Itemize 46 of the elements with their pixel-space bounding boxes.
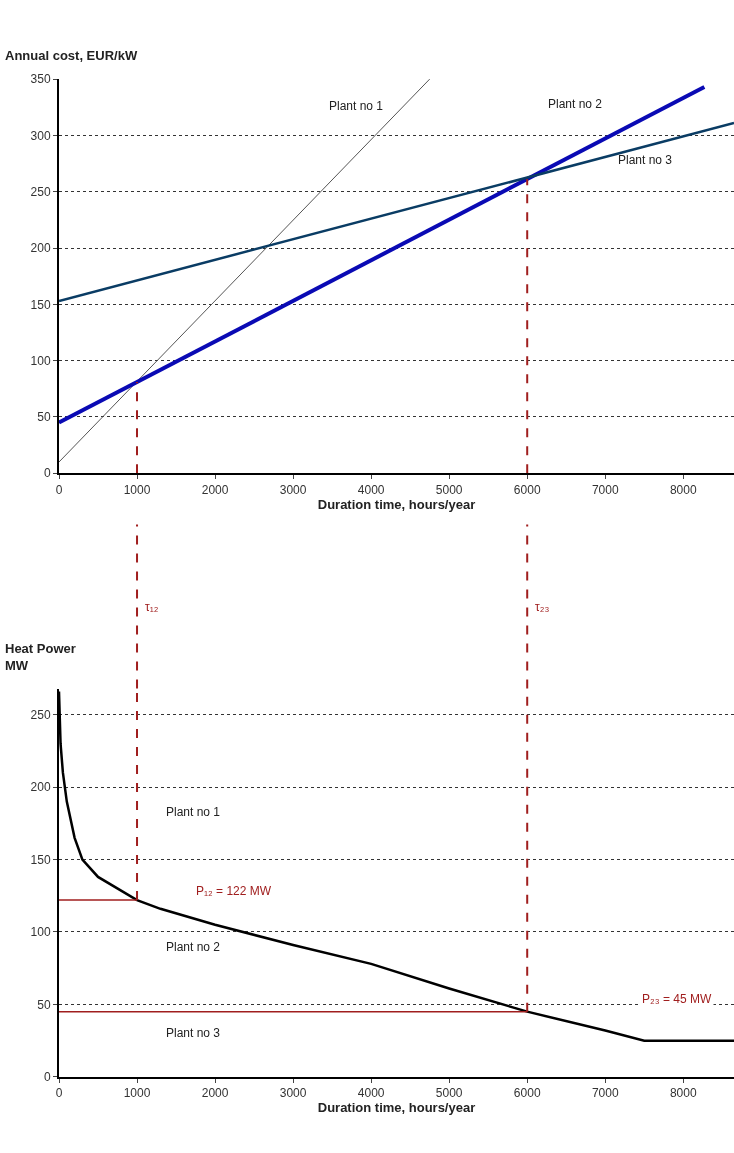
x-axis-title: Duration time, hours/year	[317, 1100, 476, 1116]
y-tick-label: 50	[37, 410, 51, 425]
x-tick-label: 5000	[435, 1086, 463, 1101]
x-axis-title: Duration time, hours/year	[317, 496, 476, 512]
y-tick-label: 150	[30, 297, 51, 312]
y-tick-label: 100	[30, 925, 51, 940]
y-axis-title: Heat Power MW	[5, 641, 76, 673]
annotation: Plant no 3	[166, 1026, 221, 1040]
series-label: Plant no 1	[329, 99, 384, 113]
y-tick-label: 250	[30, 184, 51, 199]
x-tick-label: 2000	[201, 1086, 229, 1101]
x-tick-label: 7000	[591, 1086, 619, 1101]
x-tick-label: 4000	[357, 482, 385, 497]
ref-line-label: τ₁₂	[145, 600, 159, 614]
text: Plant no 2	[548, 97, 603, 111]
y-tick-label: 0	[43, 1070, 51, 1085]
y-tick-label: 100	[30, 353, 51, 368]
annotation: Plant no 2	[166, 940, 221, 954]
y-tick-label: 200	[30, 241, 51, 256]
y-tick-label: 0	[43, 466, 51, 481]
y-tick-label: 50	[37, 997, 51, 1012]
annotation: Plant no 1	[166, 805, 221, 819]
x-tick-label: 0	[55, 482, 63, 497]
x-tick-label: 3000	[279, 482, 307, 497]
y-axis-title: Annual cost, EUR/kW	[5, 48, 138, 63]
y-tick-label: 150	[30, 852, 51, 867]
x-tick-label: 3000	[279, 1086, 307, 1101]
y-tick-label: 250	[30, 707, 51, 722]
ref-line-label: τ₂₃	[535, 600, 550, 614]
x-tick-label: 1000	[123, 1086, 151, 1101]
x-tick-label: 8000	[669, 1086, 697, 1101]
x-tick-label: 4000	[357, 1086, 385, 1101]
x-tick-label: 5000	[435, 482, 463, 497]
annotation: P₂₃ = 45 MW	[642, 992, 712, 1006]
y-tick-label: 200	[30, 780, 51, 795]
series-label: Plant no 3	[618, 153, 673, 167]
x-tick-label: 0	[55, 1086, 63, 1101]
x-tick-label: 1000	[123, 482, 151, 497]
y-tick-label: 300	[30, 128, 51, 143]
x-tick-label: 8000	[669, 482, 697, 497]
y-tick-label: 350	[30, 72, 51, 87]
x-tick-label: 7000	[591, 482, 619, 497]
x-tick-label: 6000	[513, 482, 541, 497]
annotation: P₁₂ = 122 MW	[196, 884, 272, 898]
x-tick-label: 2000	[201, 482, 229, 497]
x-tick-label: 6000	[513, 1086, 541, 1101]
